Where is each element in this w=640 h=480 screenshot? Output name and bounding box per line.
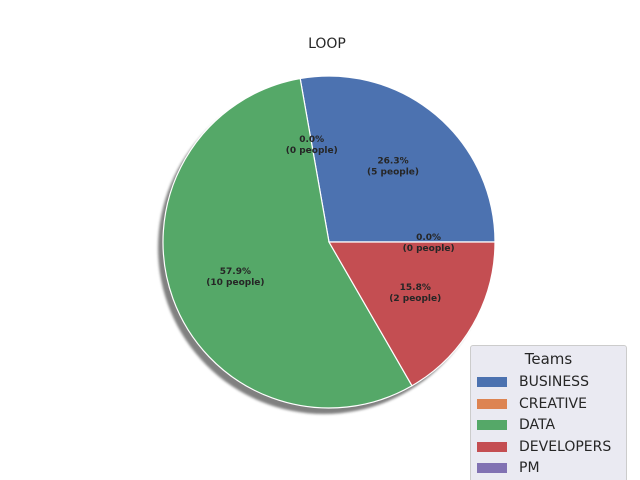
legend: Teams BUSINESS CREATIVE DATA DEVELOPERS PM: [470, 345, 627, 480]
legend-label: BUSINESS: [519, 374, 589, 390]
legend-swatch: [477, 377, 507, 387]
legend-label: DEVELOPERS: [519, 438, 612, 455]
legend-label: CREATIVE: [519, 395, 587, 412]
pie-slice-data: [162, 77, 413, 409]
slice-count-label-creative: (0 people): [286, 146, 338, 156]
legend-item-business: BUSINESS: [477, 372, 589, 392]
legend-swatch: [477, 398, 507, 409]
legend-item-data: DATA: [477, 415, 555, 435]
pie-slice-business: [299, 75, 496, 243]
slice-percent-label-creative: 0.0%: [299, 135, 324, 145]
slice-count-label-pm: (0 people): [403, 244, 455, 254]
slice-count-label-business: (5 people): [367, 168, 419, 178]
slice-count-label-data: (10 people): [206, 278, 264, 288]
legend-label: DATA: [519, 417, 556, 433]
legend-swatch: [477, 463, 507, 473]
legend-label: PM: [519, 460, 540, 476]
legend-swatch: [477, 420, 507, 430]
pie-slices: [162, 75, 496, 409]
slice-percent-label-data: 57.9%: [220, 267, 251, 277]
pie-slice-developers: [327, 241, 496, 387]
pie-labels: 26.3%(5 people)0.0%(0 people)57.9%(10 pe…: [206, 135, 454, 304]
slice-count-label-developers: (2 people): [389, 294, 441, 304]
legend-item-developers: DEVELOPERS: [477, 437, 611, 457]
legend-swatch: [477, 441, 507, 452]
chart-title: LOOP: [308, 36, 346, 52]
slice-percent-label-pm: 0.0%: [416, 233, 441, 243]
legend-item-pm: PM: [477, 458, 540, 478]
legend-item-creative: CREATIVE: [477, 394, 587, 414]
legend-title: Teams: [524, 350, 573, 368]
slice-percent-label-developers: 15.8%: [400, 283, 431, 293]
slice-percent-label-business: 26.3%: [377, 157, 408, 167]
